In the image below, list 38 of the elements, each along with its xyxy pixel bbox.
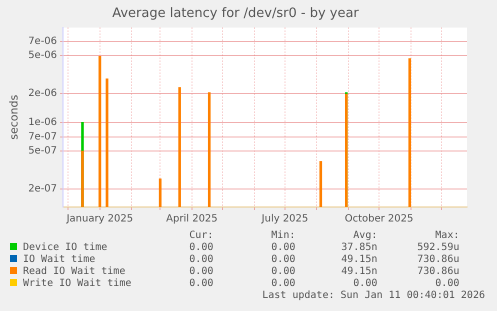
text: 0.00 [352, 278, 378, 290]
x-tick-label: July 2025 [260, 214, 308, 225]
y-tick-label: 1e-06 [28, 116, 58, 128]
text: 0.00 [270, 254, 296, 266]
y-tick-label: 5e-06 [28, 50, 58, 62]
text: 37.85n [340, 242, 378, 254]
x-tick-label: October 2025 [344, 214, 414, 225]
chart-title: Average latency for /dev/sr0 - by year [112, 6, 360, 22]
text: 0.00 [434, 278, 460, 290]
y-tick-label: 2e-06 [28, 88, 58, 100]
text: 49.15n [340, 266, 378, 278]
x-tick-label: January 2025 [66, 214, 134, 225]
text: 730.86u [416, 254, 460, 266]
y-tick-label: 2e-07 [28, 184, 58, 195]
text: Avg: [352, 230, 378, 242]
legend-label: IO Wait time [22, 254, 96, 266]
legend-label: Device IO time [22, 242, 108, 254]
legend-label: Read IO Wait time [22, 266, 126, 278]
text: 592.59u [416, 242, 460, 254]
text: 0.00 [270, 242, 296, 254]
text: 49.15n [340, 254, 378, 266]
text: 0.00 [270, 278, 296, 290]
y-tick-label: 7e-07 [28, 132, 58, 143]
text: 0.00 [270, 266, 296, 278]
y-tick-label: 7e-06 [28, 36, 58, 48]
text: Last update: Sun Jan 11 00:40:01 2026 [261, 290, 486, 301]
text: 0.00 [188, 242, 214, 254]
legend-label: Write IO Wait time [22, 278, 132, 290]
text: 0.00 [188, 254, 214, 266]
text: Min: [270, 230, 296, 242]
y-tick-label: 5e-07 [28, 146, 58, 157]
text: 0.00 [188, 266, 214, 278]
text: 730.86u [416, 266, 460, 278]
x-tick-label: April 2025 [166, 214, 218, 225]
text: Cur: [188, 230, 214, 242]
y-axis-title: seconds [7, 94, 20, 140]
text: 0.00 [188, 278, 214, 290]
text: Max: [434, 230, 460, 242]
